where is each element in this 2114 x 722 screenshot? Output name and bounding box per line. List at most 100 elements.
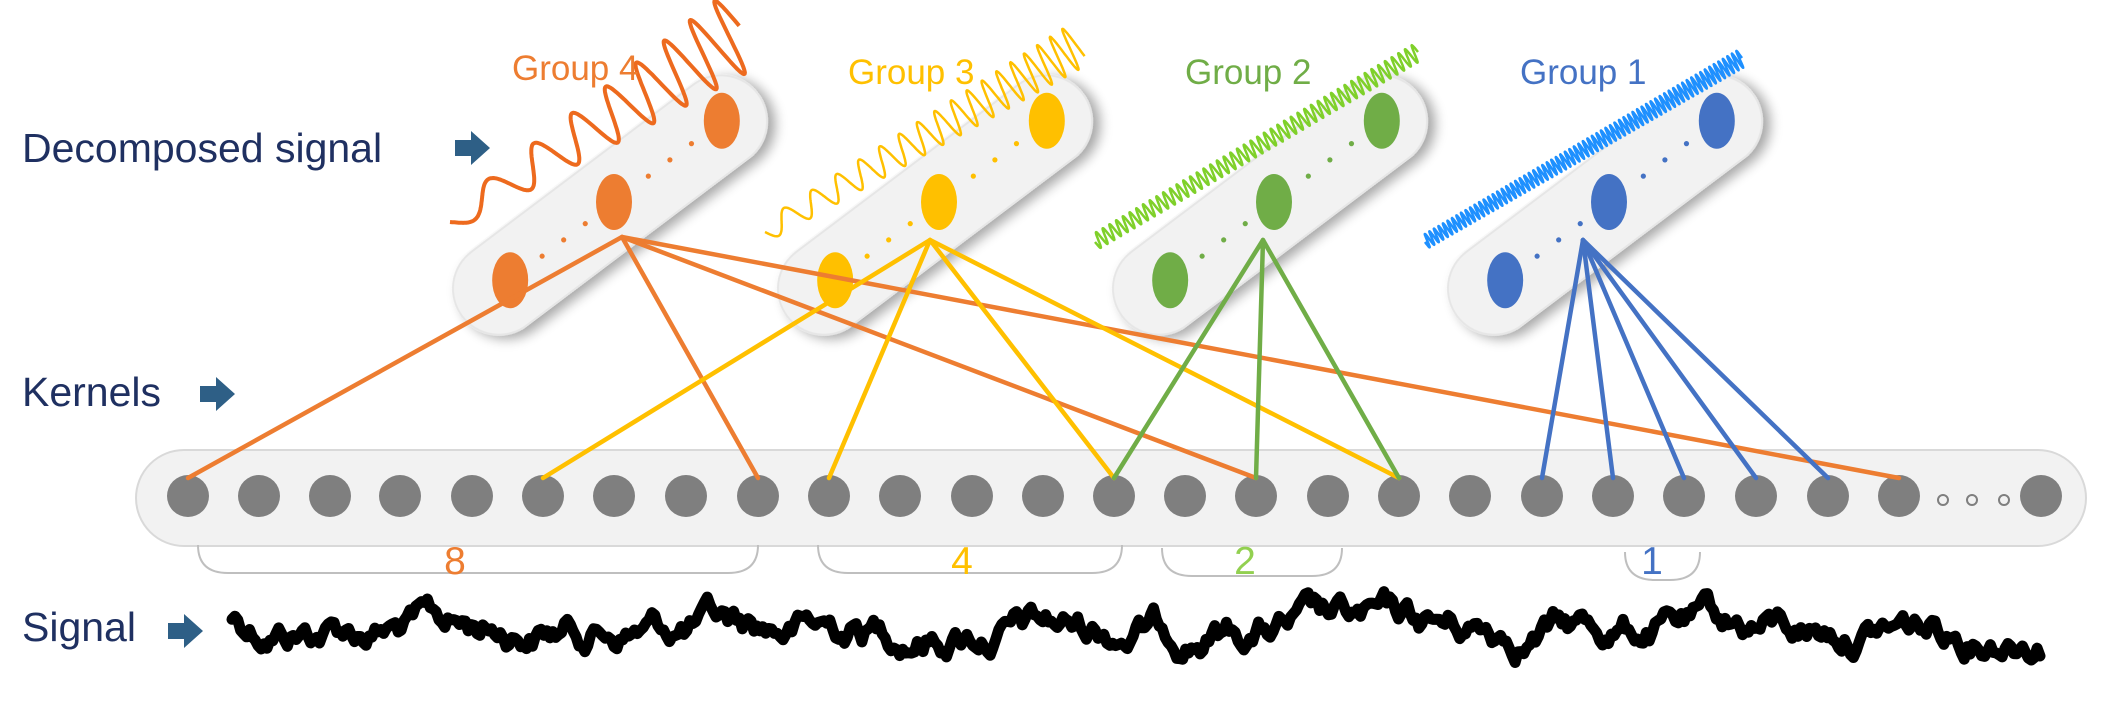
group-panel-2: [1111, 74, 1429, 336]
connection-line-group-1: [1580, 237, 1759, 481]
decomposed-wave-group-4: [449, 0, 747, 225]
ellipsis-dot: [539, 253, 545, 259]
signal-label: Signal: [22, 604, 136, 650]
dilation-braces: [197, 544, 1701, 581]
group-panel-3: [776, 74, 1094, 336]
connection-line-group-2: [1111, 237, 1266, 481]
kernel-dot: [379, 475, 421, 517]
arrow-right-icon: [455, 131, 490, 165]
ellipsis-dot: [1221, 237, 1227, 243]
kernel-ellipsis: [1937, 494, 2010, 506]
kernel-dot: [238, 475, 280, 517]
row-label-signal: Signal: [22, 604, 203, 650]
kernel-dot: [593, 475, 635, 517]
kernel-dot: [808, 475, 850, 517]
connection-line-group-2: [1253, 237, 1266, 481]
ellipsis-dot: [1327, 157, 1333, 163]
kernel-dot: [309, 475, 351, 517]
ellipsis-dot: [561, 237, 567, 243]
group-panel-4: [451, 74, 769, 336]
kernel-dot: [1022, 475, 1064, 517]
ellipsis-dot: [1242, 221, 1248, 227]
component-node: [1487, 252, 1524, 309]
connection-line-group-1: [1580, 237, 1687, 481]
kernels-label: Kernels: [22, 369, 161, 415]
ellipsis-dot: [886, 237, 892, 243]
ellipsis-dot: [1683, 141, 1690, 147]
kernel-dot: [1807, 475, 1849, 517]
kernel-dot: [522, 475, 564, 517]
ellipsis-dot: [907, 221, 913, 227]
connection-line-group-3: [540, 237, 933, 481]
dilation-label-1: 1: [1641, 540, 1663, 583]
component-node: [1255, 173, 1292, 230]
dilation-label-8: 8: [444, 540, 466, 583]
kernel-dot: [737, 475, 779, 517]
component-node: [1363, 92, 1400, 149]
connection-line-group-4: [185, 234, 625, 481]
connection-line-group-1: [1539, 237, 1586, 481]
kernel-dot: [879, 475, 921, 517]
kernel-dot: [665, 475, 707, 517]
connection-line-group-2: [1260, 237, 1402, 481]
component-node: [703, 92, 740, 149]
connection-line-group-3: [927, 237, 1402, 481]
group-4-label: Group 4: [512, 49, 638, 88]
row-label-kernels: Kernels: [22, 369, 235, 415]
dilation-brace: [1161, 547, 1343, 577]
kernel-dot: [1235, 475, 1277, 517]
connection-line-group-4: [619, 234, 1259, 481]
ellipsis-dot: [1348, 141, 1355, 147]
component-node: [595, 173, 632, 230]
kernel-dot: [1307, 475, 1349, 517]
decomposed-signal-label: Decomposed signal: [22, 125, 382, 171]
group-1-label: Group 1: [1520, 53, 1646, 92]
ellipsis-dot: [1640, 173, 1646, 179]
group-panel-1: [1446, 74, 1764, 336]
dilation-label-4: 4: [951, 540, 973, 583]
component-node: [1152, 252, 1189, 309]
arrow-right-icon: [200, 377, 235, 411]
ellipsis-dot: [645, 173, 651, 179]
ellipsis-dot: [992, 157, 998, 163]
arrow-right-icon: [168, 614, 203, 648]
ellipsis-dot: [667, 157, 673, 163]
kernel-dot: [1164, 475, 1206, 517]
component-node: [1698, 92, 1735, 149]
component-node: [1028, 92, 1065, 149]
ellipsis-dot: [1556, 237, 1562, 243]
ellipsis-dot: [1577, 221, 1583, 227]
kernel-dot: [1878, 475, 1920, 517]
kernel-dot: [1735, 475, 1777, 517]
kernel-connections: [185, 234, 1902, 481]
kernel-dot: [951, 475, 993, 517]
ellipsis-dot: [1305, 173, 1311, 179]
kernel-dot: [1592, 475, 1634, 517]
kernel-dot: [1378, 475, 1420, 517]
decomposed-wave-group-1: [1423, 49, 1745, 249]
group-3-label: Group 3: [848, 53, 974, 92]
kernel-dots: [167, 475, 2062, 517]
ellipsis-dot: [1662, 157, 1668, 163]
dilation-brace: [817, 544, 1123, 574]
connection-line-group-3: [826, 237, 933, 481]
kernel-dot: [451, 475, 493, 517]
decomposed-wave-group-2: [1094, 43, 1419, 250]
ellipsis-dot: [1534, 253, 1540, 259]
dilation-brace: [1624, 551, 1701, 581]
row-label-decomposed: Decomposed signal: [22, 125, 490, 171]
dilation-label-2: 2: [1234, 540, 1256, 583]
dilation-brace: [197, 544, 759, 574]
ellipsis-dot: [970, 173, 976, 179]
ellipsis-dot: [582, 221, 588, 227]
kernel-dot: [1521, 475, 1563, 517]
connection-line-group-3: [927, 237, 1117, 481]
ellipsis-dot: [1013, 141, 1020, 147]
kernel-dot: [167, 475, 209, 517]
ellipsis-dot: [1199, 253, 1205, 259]
kernel-dot: [1449, 475, 1491, 517]
input-signal-trace: [226, 586, 2046, 668]
decomposed-wave-group-3: [764, 27, 1086, 238]
ellipsis-dot: [688, 141, 695, 147]
